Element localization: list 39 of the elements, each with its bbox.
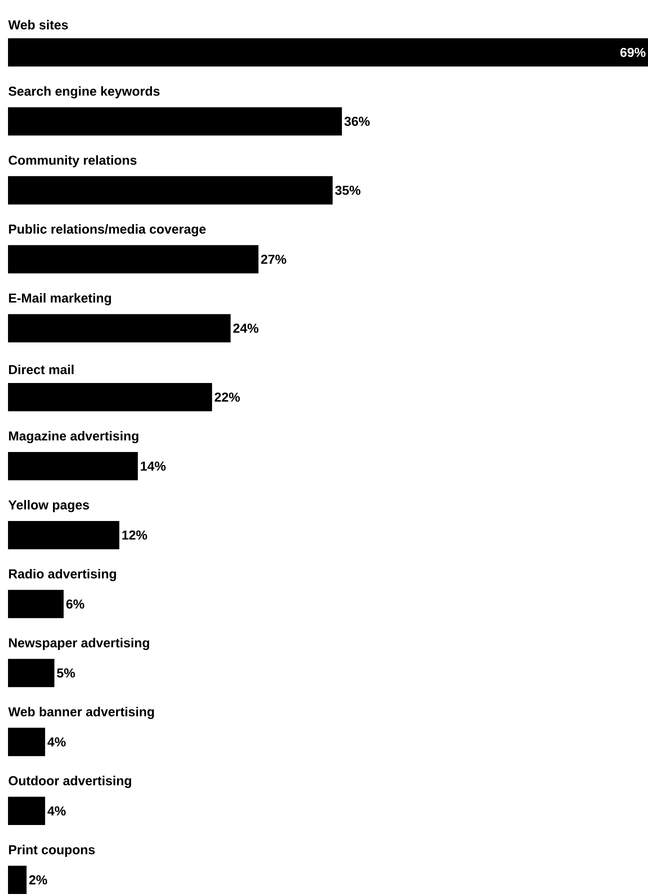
y-tick-label: Web banner advertising [8, 706, 154, 719]
y-tick-label: Radio advertising [9, 568, 116, 582]
data-label: 24% [233, 324, 258, 333]
bar [8, 796, 46, 826]
y-tick-label: Yellow pages [8, 500, 90, 512]
data-label: 4% [47, 806, 66, 816]
data-label: 12% [122, 530, 148, 540]
bar [8, 38, 648, 67]
data-label: 27% [261, 254, 286, 264]
data-label: 35% [335, 186, 360, 195]
bar [8, 176, 333, 204]
data-label: 69% [620, 48, 646, 57]
bar [8, 590, 64, 618]
y-tick-label: Direct mail [9, 364, 74, 374]
data-label: 2% [29, 875, 48, 884]
y-tick-label: Search engine keywords [8, 86, 160, 98]
bar [8, 658, 54, 688]
bar [8, 383, 212, 412]
data-label: 4% [47, 737, 66, 746]
y-tick-label: Outdoor advertising [8, 776, 132, 788]
data-label: 36% [344, 116, 370, 126]
y-tick-label: Public relations/media coverage [9, 224, 206, 236]
data-label: 14% [140, 462, 166, 471]
bar [8, 520, 120, 550]
y-tick-label: Web sites [8, 20, 68, 30]
bar [8, 866, 27, 894]
y-tick-label: Newspaper advertising [9, 638, 150, 650]
data-label: 5% [56, 668, 75, 678]
y-tick-label: E-Mail marketing [9, 293, 111, 306]
data-label: 22% [214, 392, 240, 402]
data-label: 6% [66, 599, 84, 609]
bar [8, 245, 258, 274]
y-tick-label: Print coupons [9, 844, 95, 857]
bar [8, 452, 138, 480]
bar [8, 728, 46, 756]
y-tick-label: Community relations [8, 155, 136, 168]
bar [8, 314, 231, 342]
bar [8, 107, 342, 136]
y-tick-label: Magazine advertising [9, 431, 138, 444]
